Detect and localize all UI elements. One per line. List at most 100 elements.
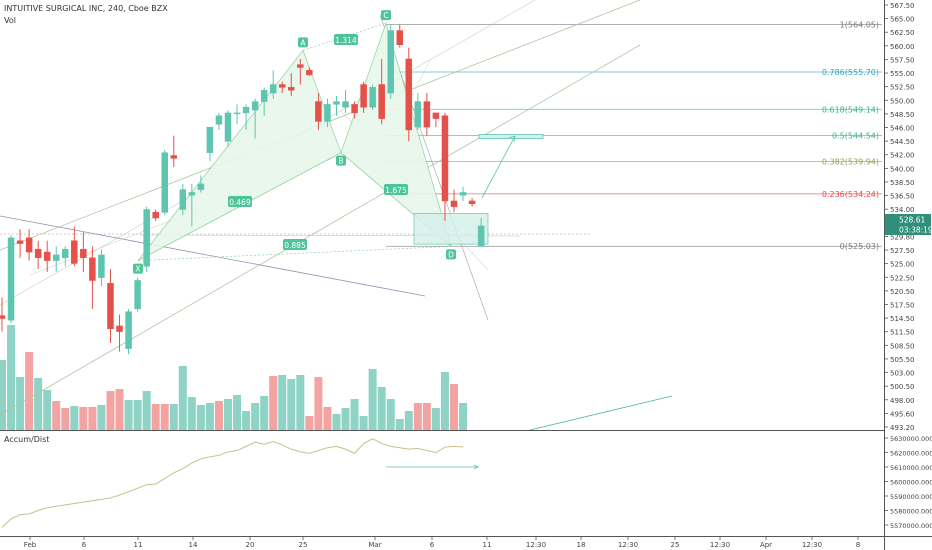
harmonic-diagonal [302,22,387,51]
price-tick-label: 534.00 [890,206,915,214]
time-tick-label: 11 [134,541,143,549]
indicator-label: Accum/Dist [4,435,49,444]
point-label-b: B [338,157,343,166]
fib-label: 0.382(539.94) [822,158,879,167]
volume-bar [124,400,133,430]
candle [215,115,223,125]
candle [441,115,449,202]
ratio-label-bg [334,34,358,45]
ratio-label: 1.314 [335,36,357,45]
volume-bar [404,411,413,430]
candle [369,87,376,108]
volume-bar [287,379,296,430]
volume-bar [269,376,278,430]
volume-bar [0,360,6,430]
trend-line [529,395,673,431]
volume-bar [377,387,386,430]
candle [333,101,340,105]
volume-bar [7,325,16,430]
price-tick-label: 529.80 [890,233,915,241]
candle [306,70,313,76]
current-price-tag [885,214,931,225]
price-tick-label: 557.50 [890,56,915,64]
ad-tick-label: 5620000.0000 [890,450,932,458]
price-tick-label: 562.50 [890,29,915,37]
time-tick-label: 12:30 [526,541,546,549]
volume-label: Vol [4,16,16,25]
time-tick-label: 12:30 [802,541,822,549]
time-tick-label: Mar [368,541,381,549]
time-tick-label: 18 [577,541,586,549]
volume-bar [97,405,106,430]
fib-label: 0.5(544.54) [832,131,879,140]
volume-bar [341,408,350,430]
volume-bar [196,405,205,430]
harmonic-bcd [340,21,452,248]
candle [80,248,87,258]
candle [161,152,168,213]
fib-label: 1(564.05) [840,21,879,30]
point-label-bg [446,249,456,260]
volume-bar [413,403,422,430]
volume-bar [422,403,431,430]
projection-arrow-head [508,135,516,143]
target-box [478,134,544,139]
volume-bar [214,401,223,430]
volume-bars [0,325,468,430]
time-tick-label: Apr [760,541,772,549]
candle [0,315,6,319]
candle [43,251,51,261]
price-tick-label: 495.60 [890,410,915,418]
time-tick-label: 6 [82,541,87,549]
countdown-value: 03:38:19 [899,226,932,235]
candle [152,212,159,219]
volume-bar [350,399,359,430]
volume-bar [450,384,458,430]
candle [98,254,105,278]
volume-bar [106,391,115,430]
candle [206,126,214,153]
volume-bar [43,390,52,430]
volume-bar [34,378,43,430]
volume-bar [440,372,449,430]
volume-bar [459,403,468,430]
volume-bar [70,406,79,430]
price-tick-label: 565.00 [890,16,915,24]
volume-bar [278,375,287,430]
candle [224,112,232,142]
candle [107,283,114,329]
candle [432,112,440,119]
trend-line [0,215,426,297]
candles [0,24,485,355]
projection-arrow [481,135,516,199]
candle [7,237,15,321]
price-tick-label: 560.00 [890,43,915,51]
reversal-zone [413,213,489,245]
volume-bar [296,375,305,430]
volume-bar [386,399,395,430]
time-tick-label: 12:30 [618,541,638,549]
accum-dist-line [1,438,479,528]
price-tick-label: 540.00 [890,165,915,173]
ratio-label: 1.675 [385,186,407,195]
ad-tick-label: 5590000.0000 [890,493,932,501]
volume-bar [160,404,169,430]
candle [423,101,431,128]
fib-label: 0.786(555.70) [822,68,879,77]
candle [459,192,467,196]
candle [405,58,413,131]
point-label-x: X [135,265,140,274]
point-label-bg [336,155,346,166]
volume-bar [314,377,323,430]
candle [414,101,422,128]
volume-bar [115,389,124,430]
time-tick-label: 25 [299,541,308,549]
candle [360,84,367,108]
price-tick-label: 493.20 [890,424,915,432]
candle [297,64,304,68]
candle [251,101,259,111]
volume-bar [169,404,178,430]
ad-tick-label: 5600000.0000 [890,479,932,487]
candle [477,225,485,247]
point-label-a: A [300,38,306,47]
